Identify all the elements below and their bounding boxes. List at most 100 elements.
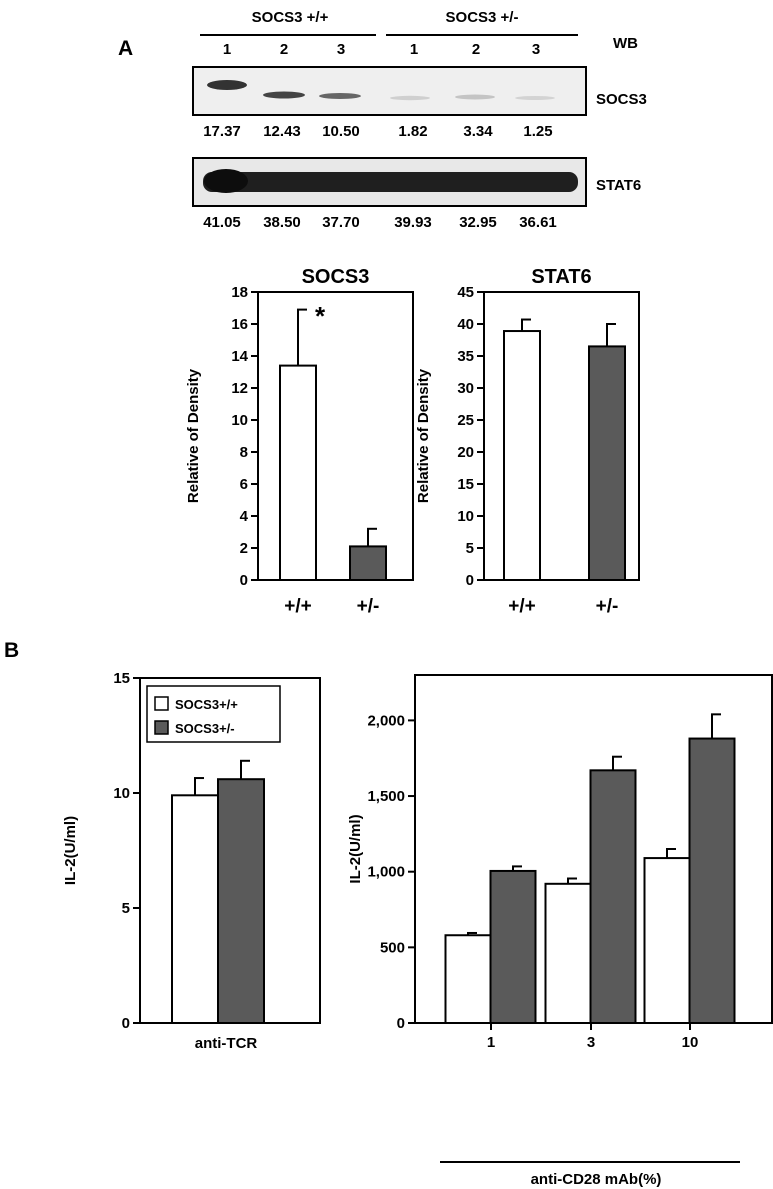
y-tick-label: 0 [122,1015,130,1032]
lane-label: 3 [532,41,540,58]
chart-title: SOCS3 [302,266,370,288]
y-axis-label: IL-2(U/ml) [62,816,79,885]
plot-frame [257,291,414,581]
bar-socs3-wt [444,934,492,1024]
significance-marker: * [315,301,326,331]
chart-title: STAT6 [531,266,591,288]
y-tick-label: 4 [240,508,249,525]
y-tick-label: 25 [457,412,474,429]
lane-label: 1 [223,41,231,58]
y-tick-label: 10 [231,412,248,429]
lane-labels: 1 2 3 1 2 3 [223,41,540,58]
y-tick-label: 30 [457,380,474,397]
density-value: 38.50 [263,214,301,231]
densities-socs3: 17.37 12.43 10.50 1.82 3.34 1.25 [203,123,552,140]
legend-swatch [154,720,169,735]
y-tick-label: 20 [457,444,474,461]
y-tick-label: 0 [466,572,474,589]
x-category-label: +/+ [284,596,311,617]
y-tick-label: 16 [231,316,248,333]
y-tick-label: 15 [113,670,130,687]
y-tick-label: 5 [122,900,130,917]
x-category-label: +/+ [508,596,535,617]
chart-stat6-density: STAT6 0 5 10 15 20 25 30 35 40 45 Relative of Densi… [415,266,640,617]
x-axis-label: anti-TCR [195,1035,258,1052]
density-value: 3.34 [463,123,493,140]
bar [279,364,317,581]
y-tick-label: 1,000 [367,864,405,881]
y-tick-label: 500 [380,939,405,956]
density-value: 12.43 [263,123,301,140]
chart-il2-anti-tcr: 0 5 10 15 IL-2(U/ml) anti-TCR SOCS3+/+ SOCS3+/- [62,670,321,1052]
blot-label-socs3: SOCS3 [596,91,647,108]
x-category-label: 10 [682,1034,699,1051]
group-label-wt: SOCS3 +/+ [252,9,329,26]
panel-a-label: A [118,37,133,60]
y-tick-label: 0 [240,572,248,589]
lane-label: 3 [337,41,345,58]
blot-socs3 [192,66,587,116]
stat6-band [203,172,578,192]
density-value: 37.70 [322,214,360,231]
bar [503,330,541,582]
y-tick-label: 1,500 [367,788,405,805]
y-tick-label: 14 [231,348,248,365]
bar-socs3-wt [544,882,592,1024]
y-axis-label: Relative of Density [415,368,432,503]
legend-label: SOCS3+/- [175,721,235,736]
bar-socs3-het [589,769,637,1024]
blot-label-stat6: STAT6 [596,177,641,194]
chart-socs3-density: SOCS3 0 2 4 6 8 10 12 14 16 18 Relative of Density +… [185,266,414,617]
y-tick-label: 8 [240,444,248,461]
socs3-band [390,95,430,101]
group-label-het: SOCS3 +/- [446,9,519,26]
bar [349,545,387,582]
y-tick-label: 2 [240,540,248,557]
legend-box [146,685,281,743]
y-tick-label: 15 [457,476,474,493]
socs3-band [455,94,495,100]
y-tick-label: 35 [457,348,474,365]
plot-frame [483,291,640,581]
bar-socs3-het [688,737,736,1025]
panel-b-label: B [4,639,19,662]
x-category-label: 3 [587,1034,595,1051]
density-value: 1.82 [398,123,427,140]
blot-stat6 [192,157,587,207]
density-value: 17.37 [203,123,241,140]
x-category-label: +/- [357,596,380,617]
y-tick-label: 5 [466,540,474,557]
y-tick-label: 45 [457,284,474,301]
socs3-band [319,93,361,99]
densities-stat6: 41.05 38.50 37.70 39.93 32.95 36.61 [203,214,557,231]
density-value: 1.25 [523,123,552,140]
socs3-band [515,96,555,100]
bar-socs3-het [489,869,537,1025]
y-tick-label: 40 [457,316,474,333]
y-axis-label: Relative of Density [185,368,202,503]
socs3-band [263,91,305,99]
x-category-label: +/- [596,596,619,617]
y-tick-label: 2,000 [367,712,405,729]
chart-il2-anti-cd28: 0 500 1,000 1,500 2,000 IL-2(U/ml) 1 3 10 anti-CD… [347,674,773,1188]
bar-socs3-wt [643,857,691,1024]
wb-label: WB [613,35,638,52]
legend-swatch [154,696,169,711]
density-value: 39.93 [394,214,432,231]
lane-label: 2 [280,41,288,58]
bar-socs3-wt [171,794,219,1024]
density-value: 32.95 [459,214,497,231]
legend: SOCS3+/+ SOCS3+/- [146,685,281,743]
density-value: 36.61 [519,214,557,231]
lane-label: 1 [410,41,418,58]
y-tick-label: 12 [231,380,248,397]
stat6-band [204,169,248,193]
y-tick-label: 0 [397,1015,405,1032]
density-value: 41.05 [203,214,241,231]
density-value: 10.50 [322,123,360,140]
y-tick-label: 6 [240,476,248,493]
bar [588,345,626,581]
bar-socs3-het [217,778,265,1025]
legend-label: SOCS3+/+ [175,697,238,712]
